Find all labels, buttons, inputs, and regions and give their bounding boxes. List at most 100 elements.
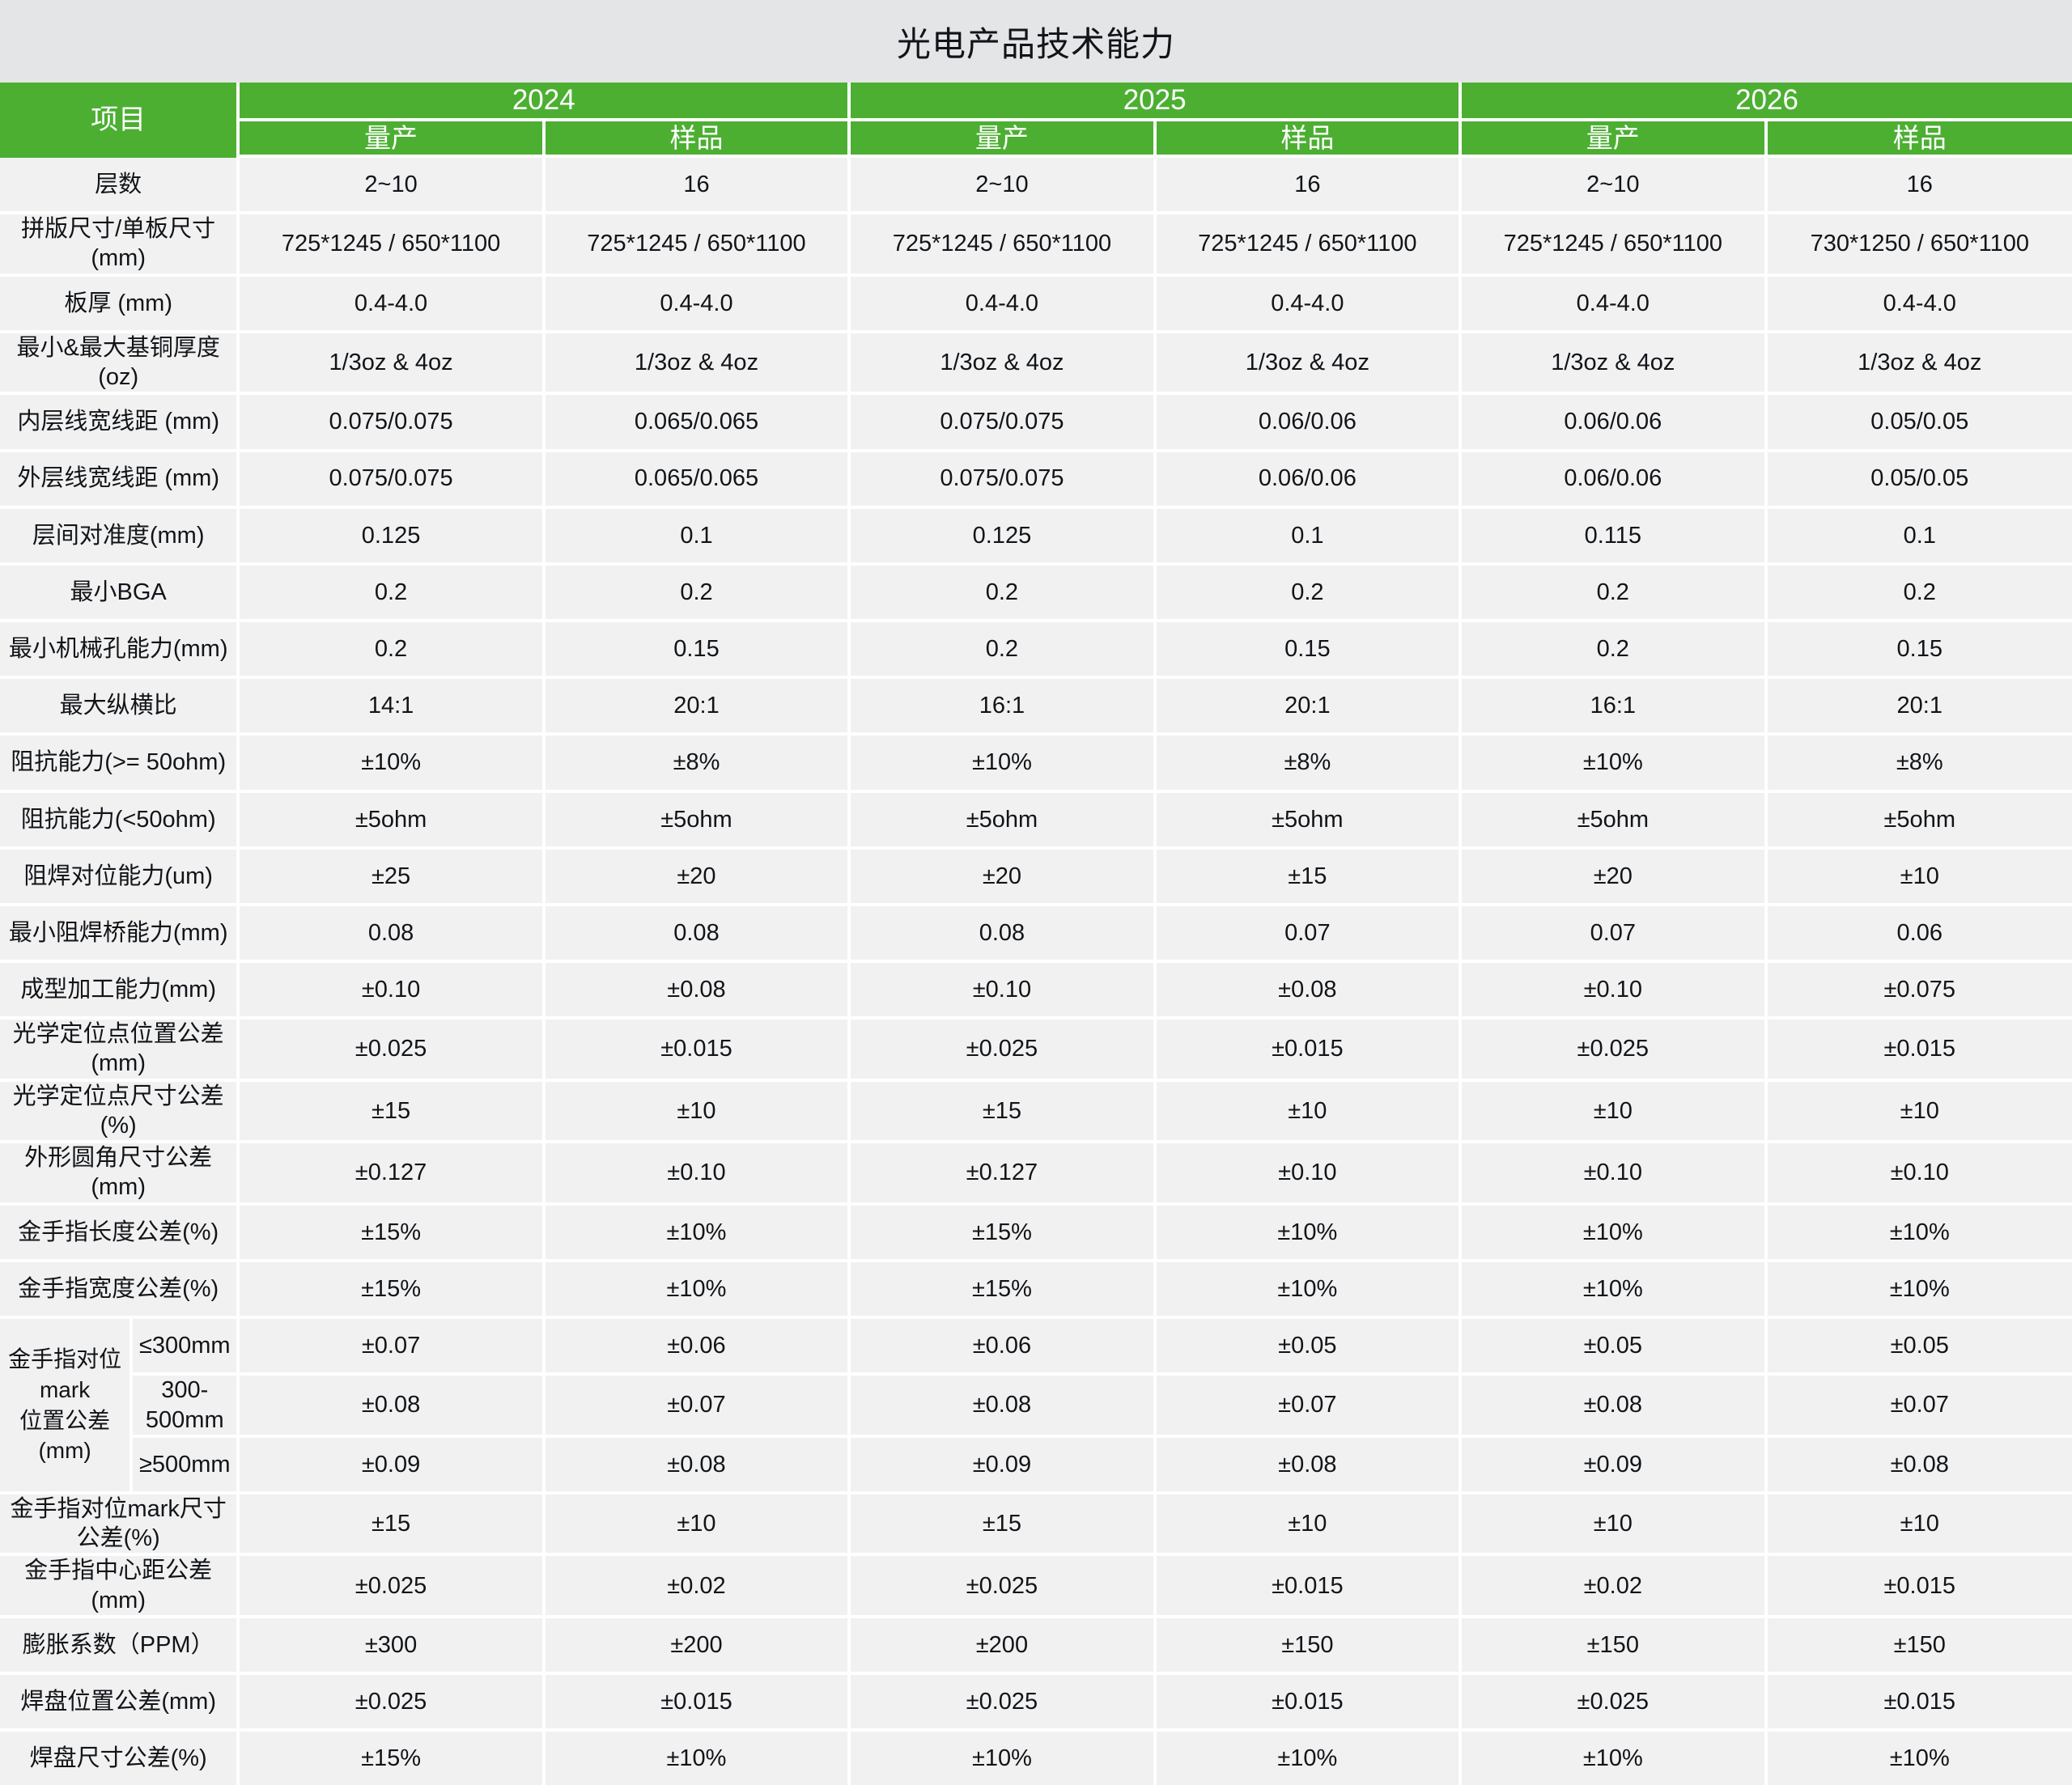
cell-value: ±0.075 <box>1767 963 2072 1020</box>
table-row: 最小机械孔能力(mm) 0.2 0.15 0.2 0.15 0.2 0.15 <box>0 622 2072 680</box>
table-row: 最小阻焊桥能力(mm) 0.08 0.08 0.08 0.07 0.07 0.06 <box>0 905 2072 964</box>
cell-value: 0.06/0.06 <box>1156 452 1463 509</box>
cell-value: ±0.025 <box>851 1020 1157 1082</box>
cell-value: ±10 <box>1767 849 2072 906</box>
cell-value: 0.4-4.0 <box>1462 276 1768 333</box>
cell-value: ±0.07 <box>240 1319 546 1376</box>
cell-value: 0.1 <box>545 508 851 566</box>
cell-value: ±0.015 <box>1767 1556 2072 1618</box>
row-label: 成型加工能力(mm) <box>0 963 240 1020</box>
cell-value: 0.06/0.06 <box>1156 395 1463 452</box>
cell-value: 0.2 <box>1156 565 1463 623</box>
cell-value: ±0.08 <box>1462 1376 1768 1438</box>
group-row-label: 金手指对位mark 位置公差(mm) <box>0 1319 134 1495</box>
cell-value: 0.08 <box>240 905 546 964</box>
cell-value: ±10% <box>240 736 546 793</box>
group-row-label-line2: 位置公差(mm) <box>19 1407 111 1464</box>
row-label: 阻抗能力(<50ohm) <box>0 792 240 850</box>
cell-value: 20:1 <box>1767 679 2072 736</box>
cell-value: 0.2 <box>1462 565 1768 623</box>
row-label: 阻抗能力(>= 50ohm) <box>0 736 240 793</box>
cell-value: ±10% <box>1462 736 1768 793</box>
cell-value: 0.2 <box>240 622 546 680</box>
cell-value: 0.07 <box>1462 905 1768 964</box>
cell-value: ±10% <box>545 1732 851 1785</box>
cell-value: 730*1250 / 650*1100 <box>1767 214 2072 277</box>
cell-value: ±0.025 <box>851 1675 1157 1732</box>
cell-value: ±5ohm <box>851 792 1157 850</box>
group-subrow-label: ≥500mm <box>133 1437 240 1495</box>
cell-value: ±0.09 <box>1462 1437 1768 1495</box>
subheader-2024-sample: 样品 <box>545 121 851 158</box>
table-body: 层数 2~10 16 2~10 16 2~10 16 拼版尺寸/单板尺寸(mm) 725*124… <box>0 158 2072 1785</box>
cell-value: ±15% <box>240 1732 546 1785</box>
cell-value: ±0.127 <box>851 1143 1157 1206</box>
cell-value: ±10% <box>545 1261 851 1320</box>
cell-value: ±10 <box>1462 1081 1768 1144</box>
cell-value: 0.15 <box>545 622 851 680</box>
cell-value: 0.125 <box>851 508 1157 566</box>
row-label: 内层线宽线距 (mm) <box>0 395 240 452</box>
header-year-2026: 2026 <box>1462 83 2072 121</box>
row-label: 阻焊对位能力(um) <box>0 849 240 906</box>
cell-value: ±5ohm <box>545 792 851 850</box>
group-row-label-line1: 金手指对位mark <box>8 1346 122 1402</box>
cell-value: 0.075/0.075 <box>851 395 1157 452</box>
cell-value: ±10% <box>1156 1261 1463 1320</box>
cell-value: ±0.025 <box>240 1020 546 1082</box>
table-row: 焊盘尺寸公差(%) ±15% ±10% ±10% ±10% ±10% ±10% <box>0 1732 2072 1785</box>
cell-value: 0.2 <box>851 565 1157 623</box>
table-row: 金手指对位mark尺寸公差(%) ±15 ±10 ±15 ±10 ±10 ±10 <box>0 1494 2072 1557</box>
cell-value: ±0.09 <box>851 1437 1157 1495</box>
cell-value: ±0.015 <box>545 1020 851 1082</box>
table-row: 金手指中心距公差(mm) ±0.025 ±0.02 ±0.025 ±0.015 ±0.02… <box>0 1556 2072 1618</box>
title-bar: 光电产品技术能力 <box>0 0 2072 83</box>
table-row: 阻抗能力(>= 50ohm) ±10% ±8% ±10% ±8% ±10% ±8% <box>0 736 2072 793</box>
table-row: 金手指长度公差(%) ±15% ±10% ±15% ±10% ±10% ±10% <box>0 1205 2072 1262</box>
cell-value: 725*1245 / 650*1100 <box>1462 214 1768 277</box>
cell-value: ±15% <box>851 1205 1157 1262</box>
row-label: 焊盘尺寸公差(%) <box>0 1732 240 1785</box>
cell-value: 0.065/0.065 <box>545 395 851 452</box>
cell-value: 0.115 <box>1462 508 1768 566</box>
cell-value: 2~10 <box>240 158 546 215</box>
cell-value: 20:1 <box>1156 679 1463 736</box>
cell-value: 16 <box>1156 158 1463 215</box>
header-year-2025: 2025 <box>851 83 1463 121</box>
cell-value: ±0.015 <box>1767 1020 2072 1082</box>
cell-value: ±0.015 <box>1767 1675 2072 1732</box>
cell-value: 0.4-4.0 <box>545 276 851 333</box>
cell-value: 0.4-4.0 <box>240 276 546 333</box>
cell-value: ±150 <box>1156 1618 1463 1676</box>
cell-value: 725*1245 / 650*1100 <box>851 214 1157 277</box>
cell-value: 1/3oz & 4oz <box>1462 333 1768 396</box>
row-label: 金手指宽度公差(%) <box>0 1261 240 1320</box>
cell-value: 0.4-4.0 <box>1767 276 2072 333</box>
cell-value: 1/3oz & 4oz <box>1156 333 1463 396</box>
row-label: 膨胀系数（PPM） <box>0 1618 240 1676</box>
cell-value: 0.1 <box>1767 508 2072 566</box>
cell-value: 0.06/0.06 <box>1462 395 1768 452</box>
cell-value: 14:1 <box>240 679 546 736</box>
table-row: 膨胀系数（PPM） ±300 ±200 ±200 ±150 ±150 ±150 <box>0 1618 2072 1676</box>
cell-value: 0.06 <box>1767 905 2072 964</box>
cell-value: 1/3oz & 4oz <box>240 333 546 396</box>
cell-value: ±10% <box>1462 1205 1768 1262</box>
row-label: 最小机械孔能力(mm) <box>0 622 240 680</box>
cell-value: 0.075/0.075 <box>851 452 1157 509</box>
table-row: 阻焊对位能力(um) ±25 ±20 ±20 ±15 ±20 ±10 <box>0 849 2072 906</box>
cell-value: ±10% <box>1156 1732 1463 1785</box>
table-row: 焊盘位置公差(mm) ±0.025 ±0.015 ±0.025 ±0.015 ±0.025… <box>0 1675 2072 1732</box>
cell-value: 2~10 <box>1462 158 1768 215</box>
row-label: 焊盘位置公差(mm) <box>0 1675 240 1732</box>
cell-value: ±8% <box>545 736 851 793</box>
cell-value: ±0.127 <box>240 1143 546 1206</box>
row-label: 金手指对位mark尺寸公差(%) <box>0 1494 240 1557</box>
cell-value: ±15% <box>851 1261 1157 1320</box>
row-label: 拼版尺寸/单板尺寸(mm) <box>0 214 240 277</box>
row-label: 外形圆角尺寸公差(mm) <box>0 1143 240 1206</box>
cell-value: ±0.015 <box>1156 1556 1463 1618</box>
row-label: 最大纵横比 <box>0 679 240 736</box>
header-item: 项目 <box>0 83 240 158</box>
